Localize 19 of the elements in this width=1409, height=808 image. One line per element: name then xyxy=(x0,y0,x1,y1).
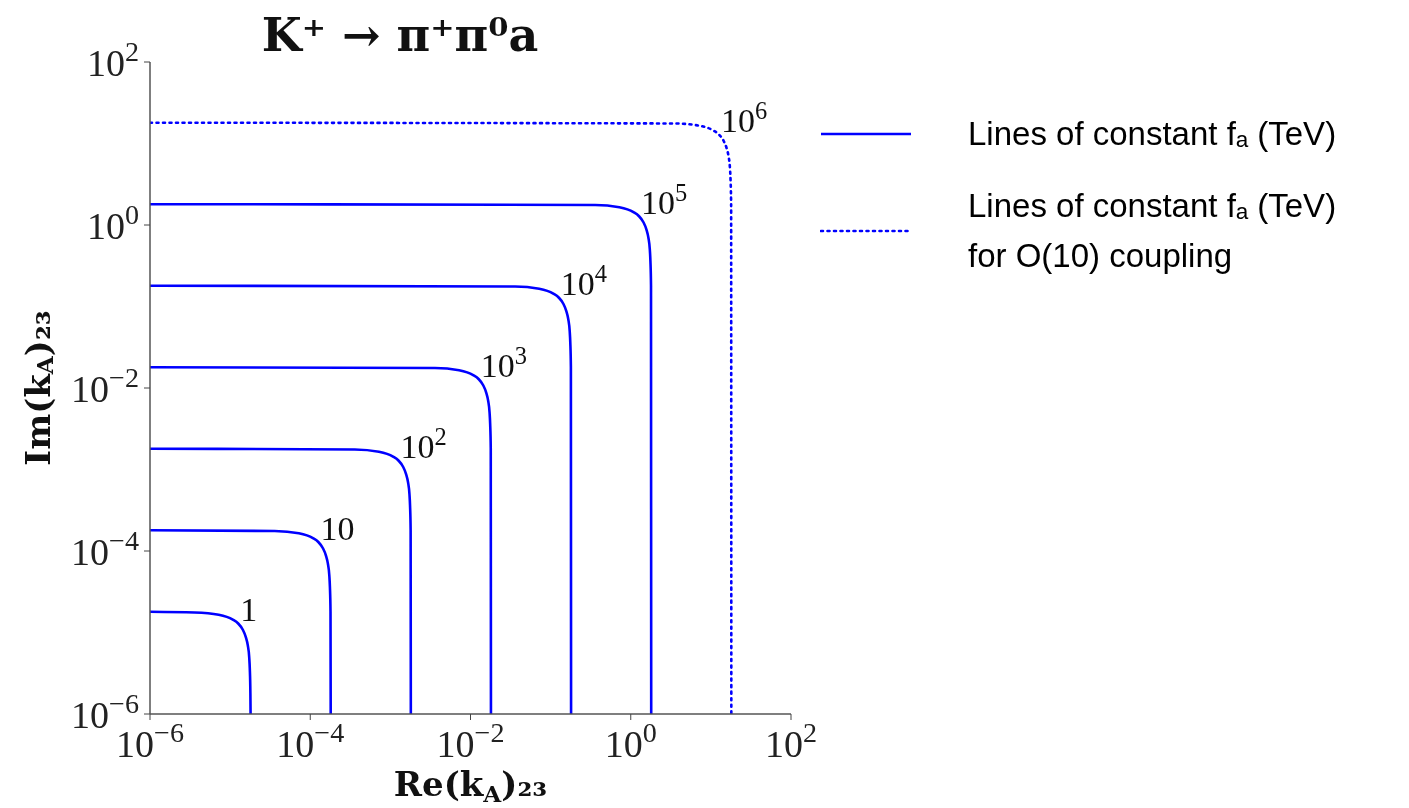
annotation: 10 xyxy=(320,509,355,547)
annotation: 10$^{6}$ xyxy=(721,97,768,140)
y-tick-label: 10$^{0}$ xyxy=(86,198,139,247)
x-axis-title: Re(k$_{A}$)₂₃ xyxy=(393,764,548,808)
x-tick-label: 10$^{2}$ xyxy=(764,716,818,765)
x-tick-label: 10$^{−2}$ xyxy=(436,716,505,765)
annotation: 10$^{4}$ xyxy=(560,260,607,303)
y-tick-label: 10$^{2}$ xyxy=(86,35,139,84)
y-tick-label: 10$^{−2}$ xyxy=(71,361,139,410)
annotation: 10$^{3}$ xyxy=(480,341,527,384)
x-tick-label: 10$^{−4}$ xyxy=(276,716,345,765)
legend-label: Lines of constant fₐ (TeV) for O(10) coupling xyxy=(968,186,1338,276)
annotation: 10$^{2}$ xyxy=(400,423,447,466)
annotation: 10$^{5}$ xyxy=(640,178,688,221)
y-tick-label: 10$^{−4}$ xyxy=(71,524,139,573)
annotation: 1 xyxy=(240,591,258,629)
x-tick-label: 10$^{0}$ xyxy=(604,716,657,765)
legend-label: Lines of constant fₐ (TeV) xyxy=(968,114,1338,154)
chart-title: K⁺ → π⁺π⁰a xyxy=(260,8,540,62)
